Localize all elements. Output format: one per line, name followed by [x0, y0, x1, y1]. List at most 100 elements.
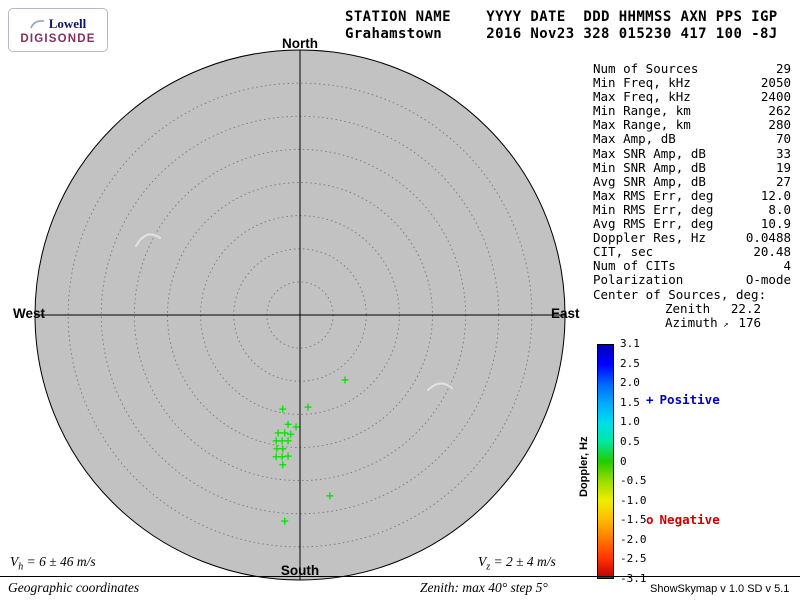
stat-label: Polarization	[593, 272, 684, 288]
swoosh-icon	[29, 19, 44, 28]
echo-source-marker	[279, 445, 287, 453]
coordinates-mode-label: Geographic coordinates	[8, 580, 140, 595]
colorbar-tick-label: 0	[620, 454, 627, 468]
stat-value: O-mode	[745, 272, 791, 288]
station-header-values: Grahamstown 2016 Nov23 328 015230 417 10…	[345, 26, 778, 42]
circle-marker-icon: o	[646, 512, 654, 527]
stat-row: Azimuth ↗ 176	[593, 314, 791, 332]
colorbar-ticks: 3.1 2.5 2.0 1.5 1.0 0.5 0 -0.5 -1.0 -1.5 -2.0 -2.5 -…	[620, 338, 662, 585]
stat-label: Max Amp, dB	[593, 131, 676, 147]
logo-lowell-row: Lowell	[29, 16, 86, 32]
stat-value: 70	[775, 131, 791, 147]
stat-label: CIT, sec	[593, 244, 654, 260]
stat-row: Center of Sources, deg:	[593, 286, 791, 302]
echo-source-marker	[279, 405, 287, 413]
colorbar-tick-label: -2.0	[620, 532, 647, 546]
stat-row: Max SNR Amp, dB 33	[593, 145, 791, 161]
stat-value: 2050	[760, 75, 791, 91]
stat-label: Azimuth ↗	[665, 314, 729, 330]
stat-value: 29	[775, 61, 791, 76]
lowell-digisonde-logo: Lowell DIGISONDE	[8, 8, 108, 52]
stat-label: Max RMS Err, deg	[593, 187, 714, 203]
echo-source-marker	[281, 517, 289, 525]
horizontal-velocity-value: Vh = 6 ± 46 m/s	[10, 554, 96, 573]
echo-source-marker	[284, 452, 292, 460]
colorbar-tick-label: -2.5	[620, 552, 647, 566]
colorbar-tick-label: -3.1	[620, 572, 647, 585]
stat-row: Polarization O-mode	[593, 273, 791, 287]
stat-value: 4	[783, 258, 791, 274]
stat-row: Zenith 22.2	[593, 300, 791, 316]
stat-value: 0.0488	[745, 230, 791, 246]
colorbar-tick-label: -1.0	[620, 493, 647, 507]
stat-row: Doppler Res, Hz 0.0488	[593, 231, 791, 245]
echo-source-marker	[278, 453, 286, 461]
stats-panel: Num of Sources 29 Min Freq, kHz 2050 Max Fre…	[593, 61, 791, 332]
software-version-label: ShowSkymap v 1.0 SD v 5.1	[650, 583, 790, 595]
stat-label: Avg SNR Amp, dB	[593, 173, 706, 189]
station-header-labels: STATION NAME YYYY DATE DDD HHMMSS AXN PP…	[345, 9, 778, 25]
stat-label: Min SNR Amp, dB	[593, 159, 706, 175]
colorbar-tick-label: 1.0	[620, 415, 640, 429]
stat-value: 10.9	[760, 216, 791, 232]
vertical-velocity-value: Vz = 2 ± 4 m/s	[478, 554, 556, 573]
plus-marker-icon: +	[646, 392, 654, 407]
legend-negative: o Negative	[646, 512, 720, 527]
stat-row: Min RMS Err, deg 8.0	[593, 201, 791, 217]
stat-label: Num of CITs	[593, 258, 676, 274]
stat-value: 22.2	[730, 300, 761, 316]
stat-value: 262	[768, 103, 791, 119]
echo-source-marker	[284, 420, 292, 428]
stat-row: Avg SNR Amp, dB 27	[593, 173, 791, 189]
stat-row: Max Amp, dB 70	[593, 132, 791, 146]
compass-west-label: West	[13, 306, 46, 321]
stat-value: 20.48	[753, 244, 791, 260]
stat-label: Avg RMS Err, deg	[593, 216, 714, 232]
echo-source-marker	[326, 492, 334, 500]
legend-positive: + Positive	[646, 392, 720, 407]
echo-source-marker	[279, 461, 287, 469]
footer-divider	[0, 576, 800, 577]
colorbar-tick-label: -0.5	[620, 474, 647, 488]
stat-label: Max Freq, kHz	[593, 89, 691, 105]
stat-row: Min Freq, kHz 2050	[593, 75, 791, 91]
echo-source-marker	[281, 429, 289, 437]
echo-source-marker	[278, 437, 286, 445]
logo-digisonde-text: DIGISONDE	[20, 32, 96, 45]
stat-value: 8.0	[768, 201, 791, 217]
doppler-axis-label: Doppler, Hz	[578, 436, 590, 497]
colorbar-tick-label: 3.1	[620, 337, 640, 350]
colorbar-tick-label: 1.5	[620, 395, 640, 409]
stat-row: CIT, sec 20.48	[593, 245, 791, 259]
stat-label: Center of Sources, deg:	[593, 286, 767, 302]
stat-value: 33	[775, 145, 791, 161]
stat-label: Num of Sources	[593, 61, 699, 76]
stat-value: 280	[768, 117, 791, 133]
zenith-scale-label: Zenith: max 40° step 5°	[420, 580, 548, 595]
stat-row: Avg RMS Err, deg 10.9	[593, 216, 791, 232]
echo-source-marker	[272, 453, 280, 461]
legend-positive-label: Positive	[659, 392, 720, 407]
colorbar-tick-label: 2.5	[620, 356, 640, 370]
stat-value: 2400	[760, 89, 791, 105]
colorbar-tick-label: -1.5	[620, 513, 647, 527]
echo-source-marker	[272, 437, 280, 445]
echo-source-marker	[292, 423, 300, 431]
stat-value: 27	[775, 173, 791, 189]
compass-north-label: North	[282, 36, 318, 51]
echo-source-marker	[341, 376, 349, 384]
echo-source-marker	[273, 445, 281, 453]
stat-row: Max Freq, kHz 2400	[593, 90, 791, 104]
stat-value: 12.0	[760, 187, 791, 203]
colorbar-gradient	[598, 345, 613, 578]
colorbar	[597, 344, 614, 579]
stat-label: Doppler Res, Hz	[593, 230, 706, 246]
stat-label: Max SNR Amp, dB	[593, 145, 706, 161]
stat-label: Min Freq, kHz	[593, 75, 691, 91]
stat-label: Min Range, km	[593, 103, 691, 119]
legend-negative-label: Negative	[659, 512, 720, 527]
azimuth-direction-icon: ↗	[717, 319, 729, 330]
stat-row: Max RMS Err, deg 12.0	[593, 187, 791, 203]
